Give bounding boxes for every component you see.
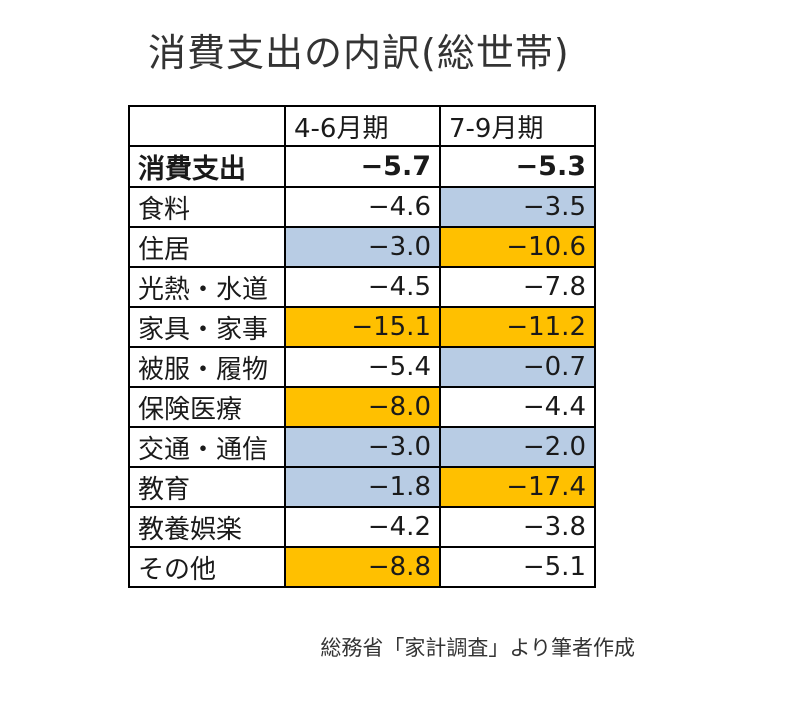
header-row: 4-6月期 7-9月期 <box>128 105 596 147</box>
value-cell-q3: −17.4 <box>439 466 596 508</box>
value-cell-q3: −3.5 <box>439 186 596 228</box>
value-cell-q3: −11.2 <box>439 306 596 348</box>
total-label: 消費支出 <box>128 145 286 188</box>
value-cell-q2: −5.4 <box>284 346 441 388</box>
category-label: 光熱・水道 <box>128 266 286 308</box>
category-label: 被服・履物 <box>128 346 286 388</box>
table-row: 交通・通信 −3.0 −2.0 <box>128 426 596 468</box>
category-rows: 食料 −4.6 −3.5 住居 −3.0 −10.6 光熱・水道 −4.5 −7.8 家具・家事 −… <box>128 186 596 588</box>
value-cell-q3: −2.0 <box>439 426 596 468</box>
category-label: 交通・通信 <box>128 426 286 468</box>
total-q3-value: −5.3 <box>439 145 596 188</box>
value-cell-q3: −3.8 <box>439 506 596 548</box>
source-note: 総務省「家計調査」より筆者作成 <box>320 636 635 660</box>
category-label: その他 <box>128 546 286 588</box>
value-cell-q2: −8.8 <box>284 546 441 588</box>
value-cell-q2: −3.0 <box>284 426 441 468</box>
table-row: 保険医療 −8.0 −4.4 <box>128 386 596 428</box>
value-cell-q2: −1.8 <box>284 466 441 508</box>
total-q2-value: −5.7 <box>284 145 441 188</box>
category-label: 家具・家事 <box>128 306 286 348</box>
value-cell-q3: −4.4 <box>439 386 596 428</box>
total-row: 消費支出 −5.7 −5.3 <box>128 145 596 188</box>
category-label: 教育 <box>128 466 286 508</box>
table-row: 被服・履物 −5.4 −0.7 <box>128 346 596 388</box>
table-row: 光熱・水道 −4.5 −7.8 <box>128 266 596 308</box>
spending-breakdown-table: 4-6月期 7-9月期 消費支出 −5.7 −5.3 食料 −4.6 −3.5 住居 −… <box>128 105 596 588</box>
category-label: 住居 <box>128 226 286 268</box>
table-row: 教養娯楽 −4.2 −3.8 <box>128 506 596 548</box>
header-q2: 4-6月期 <box>284 105 441 147</box>
value-cell-q2: −15.1 <box>284 306 441 348</box>
value-cell-q3: −5.1 <box>439 546 596 588</box>
value-cell-q2: −4.5 <box>284 266 441 308</box>
table-row: その他 −8.8 −5.1 <box>128 546 596 588</box>
header-q3: 7-9月期 <box>439 105 596 147</box>
value-cell-q2: −4.6 <box>284 186 441 228</box>
chart-title: 消費支出の内訳(総世帯) <box>148 31 570 75</box>
value-cell-q3: −0.7 <box>439 346 596 388</box>
value-cell-q3: −10.6 <box>439 226 596 268</box>
table-row: 食料 −4.6 −3.5 <box>128 186 596 228</box>
category-label: 教養娯楽 <box>128 506 286 548</box>
table-row: 住居 −3.0 −10.6 <box>128 226 596 268</box>
value-cell-q2: −3.0 <box>284 226 441 268</box>
table-row: 教育 −1.8 −17.4 <box>128 466 596 508</box>
category-label: 保険医療 <box>128 386 286 428</box>
header-corner-cell <box>128 105 286 147</box>
value-cell-q3: −7.8 <box>439 266 596 308</box>
category-label: 食料 <box>128 186 286 228</box>
value-cell-q2: −4.2 <box>284 506 441 548</box>
value-cell-q2: −8.0 <box>284 386 441 428</box>
table-row: 家具・家事 −15.1 −11.2 <box>128 306 596 348</box>
